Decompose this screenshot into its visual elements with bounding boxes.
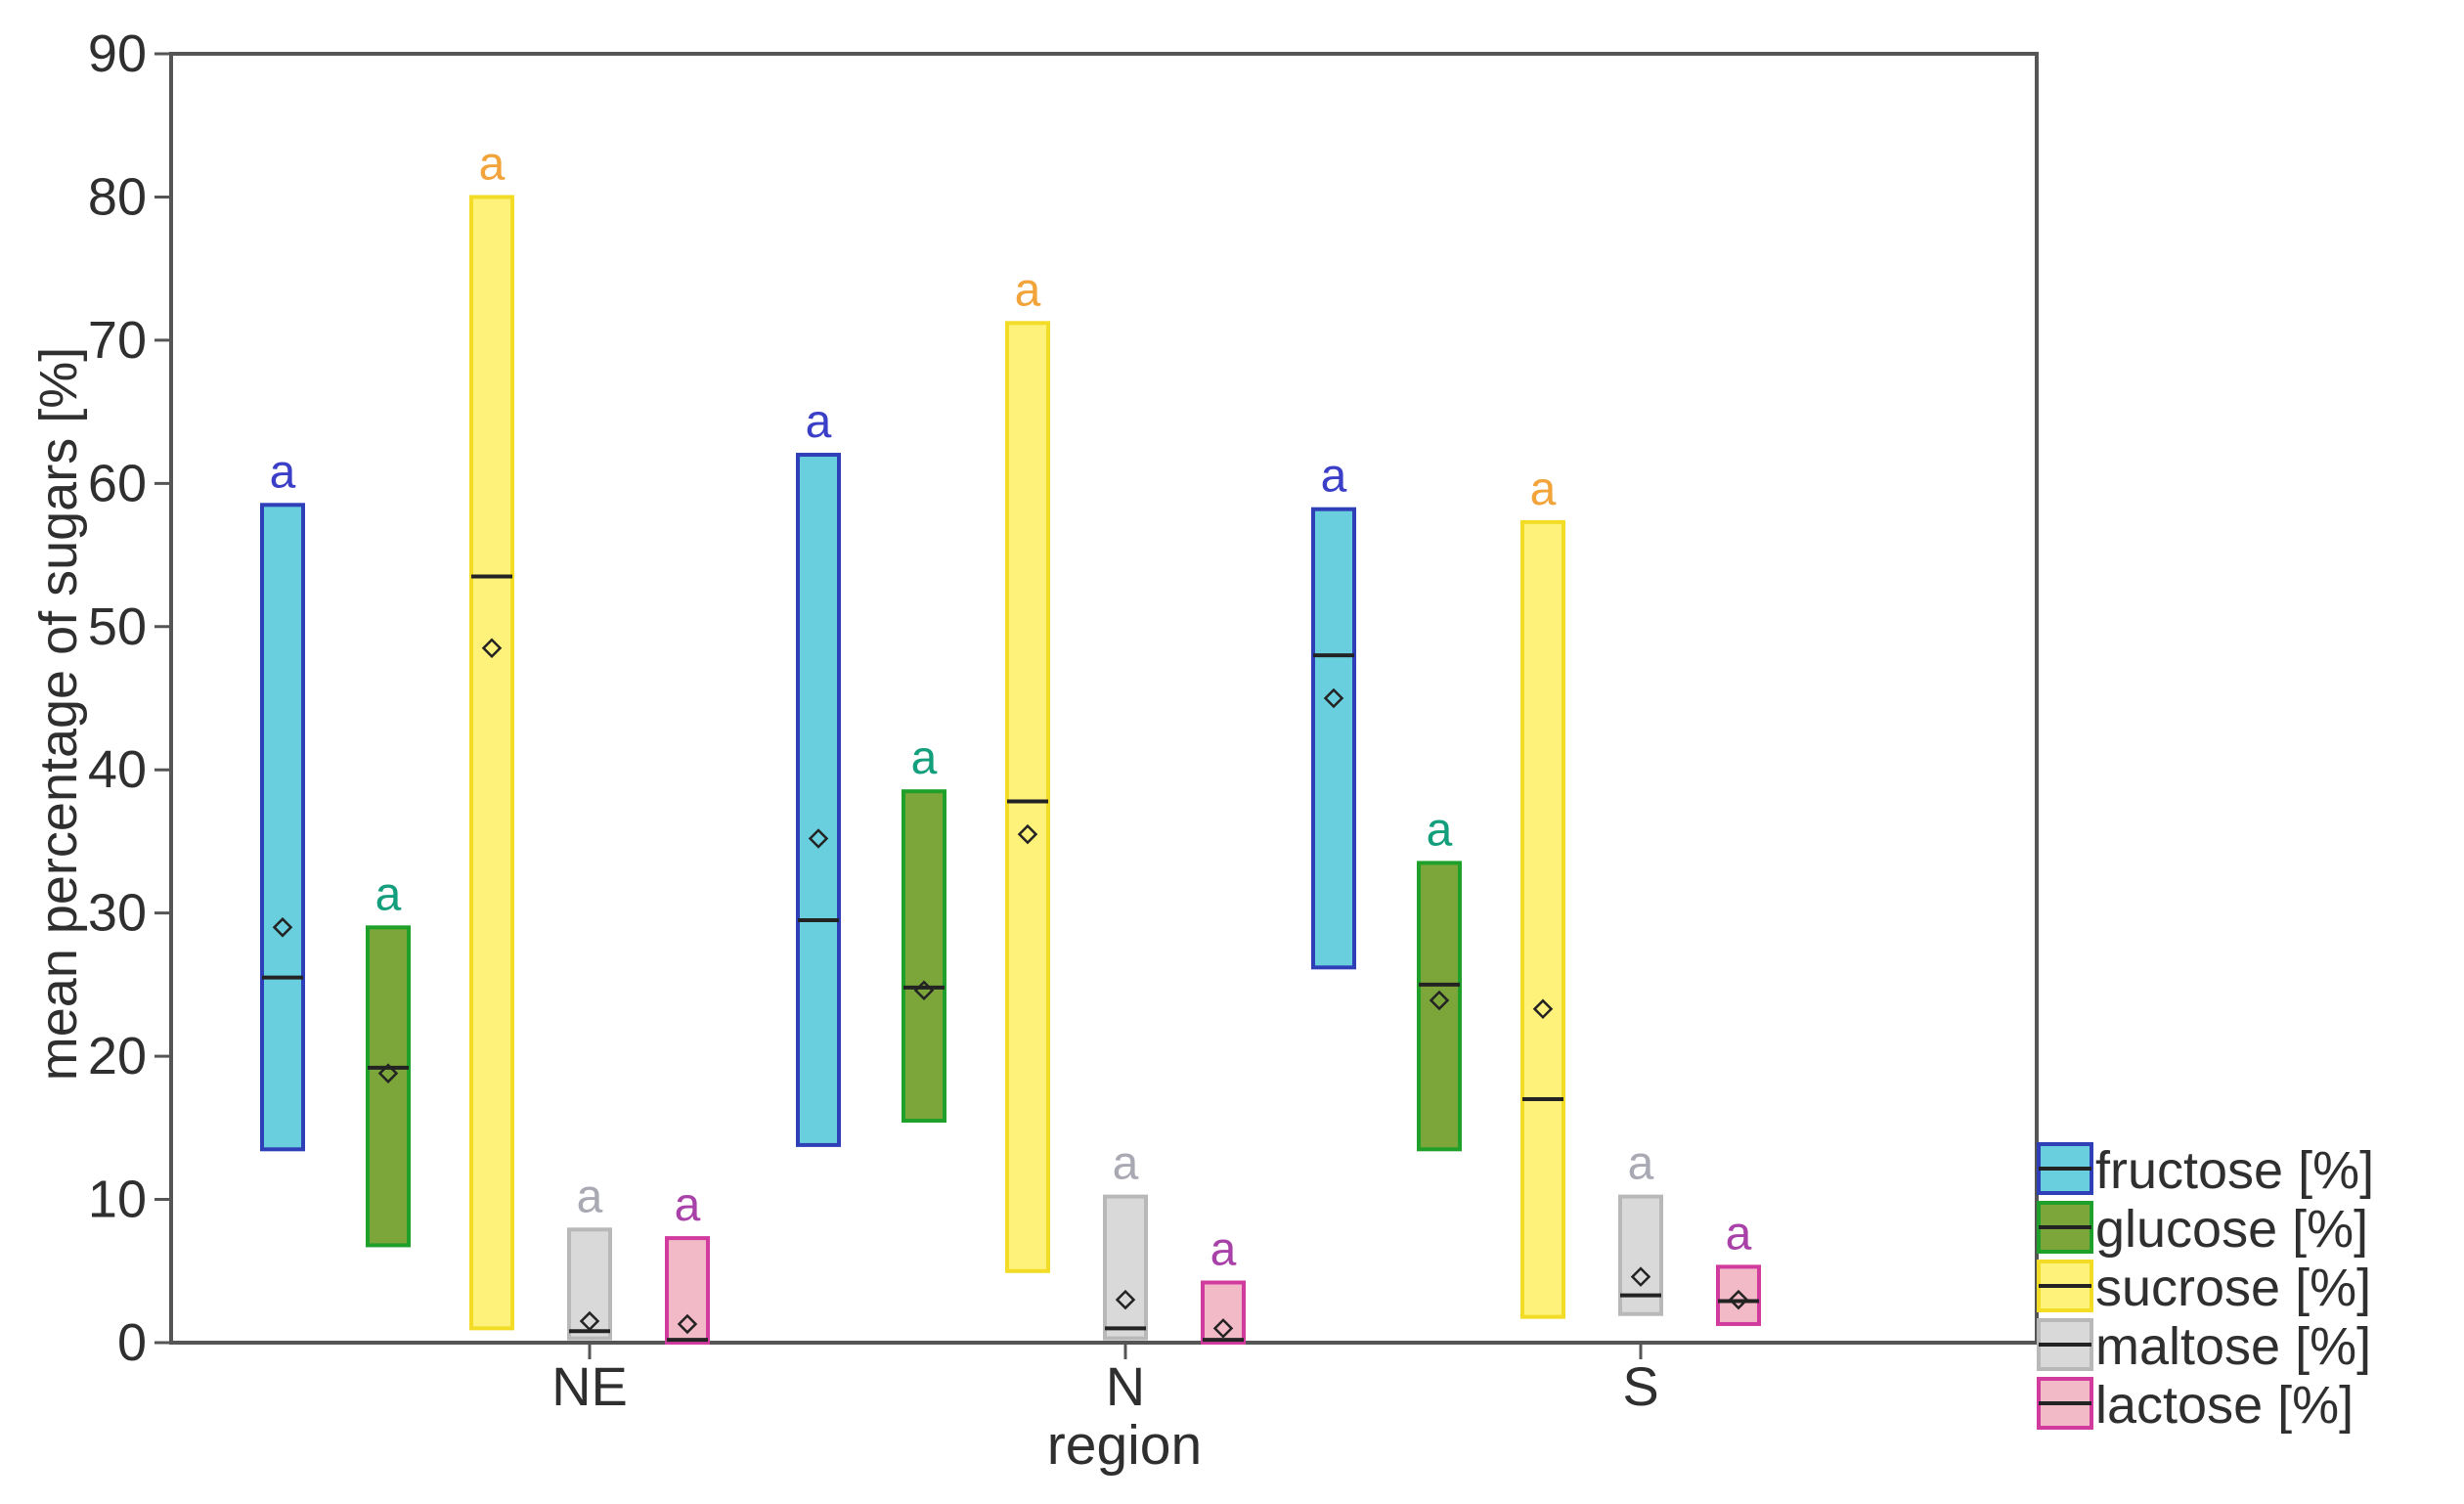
mean-marker bbox=[272, 917, 293, 938]
legend-item-maltose: maltose [%] bbox=[2037, 1317, 2371, 1376]
mean-marker bbox=[1017, 823, 1038, 845]
significance-letter: a bbox=[1210, 1223, 1237, 1275]
series-fructose: a a a bbox=[260, 396, 1356, 1152]
y-tick-label: 30 bbox=[88, 884, 147, 943]
y-tick-label: 0 bbox=[117, 1313, 147, 1372]
x-axis-label: region bbox=[1047, 1414, 1202, 1477]
mean-marker bbox=[913, 980, 935, 1000]
y-tick-label: 90 bbox=[88, 24, 147, 83]
box-ne-glucose bbox=[366, 925, 411, 1248]
series-maltose: a a a bbox=[567, 1138, 1663, 1341]
legend-item-lactose: lactose [%] bbox=[2037, 1376, 2354, 1435]
series-glucose: a a a bbox=[366, 732, 1462, 1248]
legend-label: fructose [%] bbox=[2095, 1141, 2374, 1200]
mean-marker bbox=[1728, 1289, 1749, 1310]
x-tick-label-ne: NE bbox=[551, 1355, 628, 1417]
box-n-fructose bbox=[796, 453, 841, 1147]
significance-letter: a bbox=[1321, 451, 1347, 503]
y-tick-label: 10 bbox=[88, 1171, 147, 1229]
legend-label: maltose [%] bbox=[2095, 1317, 2371, 1376]
y-tick-label: 40 bbox=[88, 740, 147, 799]
mean-marker bbox=[677, 1313, 698, 1335]
y-axis: 0 10 20 30 40 50 60 70 80 90 bbox=[88, 24, 171, 1372]
significance-letter: a bbox=[1015, 264, 1041, 316]
box-ne-maltose bbox=[567, 1227, 612, 1341]
y-tick-label: 60 bbox=[88, 454, 147, 512]
legend: fructose [%]glucose [%]sucrose [%]maltos… bbox=[2037, 1141, 2374, 1435]
significance-letter: a bbox=[1628, 1138, 1654, 1190]
legend-label: glucose [%] bbox=[2095, 1200, 2368, 1259]
legend-item-sucrose: sucrose [%] bbox=[2037, 1259, 2371, 1317]
box-n-glucose bbox=[902, 789, 946, 1124]
y-tick-label: 80 bbox=[88, 167, 147, 226]
legend-label: sucrose [%] bbox=[2095, 1259, 2371, 1317]
legend-label: lactose [%] bbox=[2095, 1376, 2354, 1435]
mean-marker bbox=[579, 1310, 600, 1332]
mean-marker bbox=[1532, 998, 1554, 1020]
y-tick-label: 20 bbox=[88, 1027, 147, 1085]
y-tick-label: 70 bbox=[88, 311, 147, 370]
significance-letter: a bbox=[1427, 804, 1453, 856]
y-tick-label: 50 bbox=[88, 597, 147, 656]
series-sucrose: a a a bbox=[469, 138, 1565, 1331]
box-s-lactose bbox=[1716, 1264, 1761, 1326]
significance-letter: a bbox=[375, 868, 402, 920]
box-s-glucose bbox=[1417, 861, 1462, 1152]
significance-letter: a bbox=[1726, 1208, 1752, 1260]
mean-marker bbox=[1630, 1266, 1651, 1287]
mean-marker bbox=[377, 1063, 399, 1084]
mean-marker bbox=[808, 828, 829, 849]
significance-letter: a bbox=[806, 396, 832, 448]
series-layer: a a a a a a a a a a a a a a a bbox=[260, 138, 1761, 1346]
legend-item-glucose: glucose [%] bbox=[2037, 1200, 2368, 1259]
box-s-fructose bbox=[1311, 507, 1356, 970]
mean-marker bbox=[1212, 1318, 1234, 1339]
x-tick-label-n: N bbox=[1106, 1355, 1145, 1417]
x-axis: NE N S bbox=[551, 1343, 1659, 1417]
box-ne-fructose bbox=[260, 503, 305, 1152]
y-axis-label: mean percentage of sugars [%] bbox=[29, 347, 88, 1081]
significance-letter: a bbox=[270, 446, 296, 498]
series-lactose: aa a bbox=[665, 1179, 1761, 1346]
significance-letter: a bbox=[675, 1179, 701, 1231]
significance-letter: a bbox=[577, 1171, 603, 1222]
significance-letter: a bbox=[1113, 1138, 1139, 1190]
box-n-lactose bbox=[1201, 1280, 1246, 1345]
mean-marker bbox=[1323, 687, 1344, 709]
x-tick-label-s: S bbox=[1622, 1355, 1658, 1417]
mean-marker bbox=[481, 638, 503, 658]
significance-letter: a bbox=[479, 138, 506, 190]
plot-frame bbox=[169, 52, 2039, 1345]
legend-item-fructose: fructose [%] bbox=[2037, 1141, 2374, 1200]
box-s-sucrose bbox=[1520, 519, 1565, 1319]
box-ne-lactose bbox=[665, 1236, 710, 1346]
mean-marker bbox=[1429, 990, 1450, 1011]
box-n-sucrose bbox=[1005, 321, 1050, 1273]
box-ne-sucrose bbox=[469, 195, 514, 1331]
significance-letter: a bbox=[911, 732, 938, 784]
mean-marker bbox=[1115, 1289, 1136, 1310]
significance-letter: a bbox=[1530, 464, 1557, 515]
box-n-maltose bbox=[1103, 1194, 1148, 1341]
